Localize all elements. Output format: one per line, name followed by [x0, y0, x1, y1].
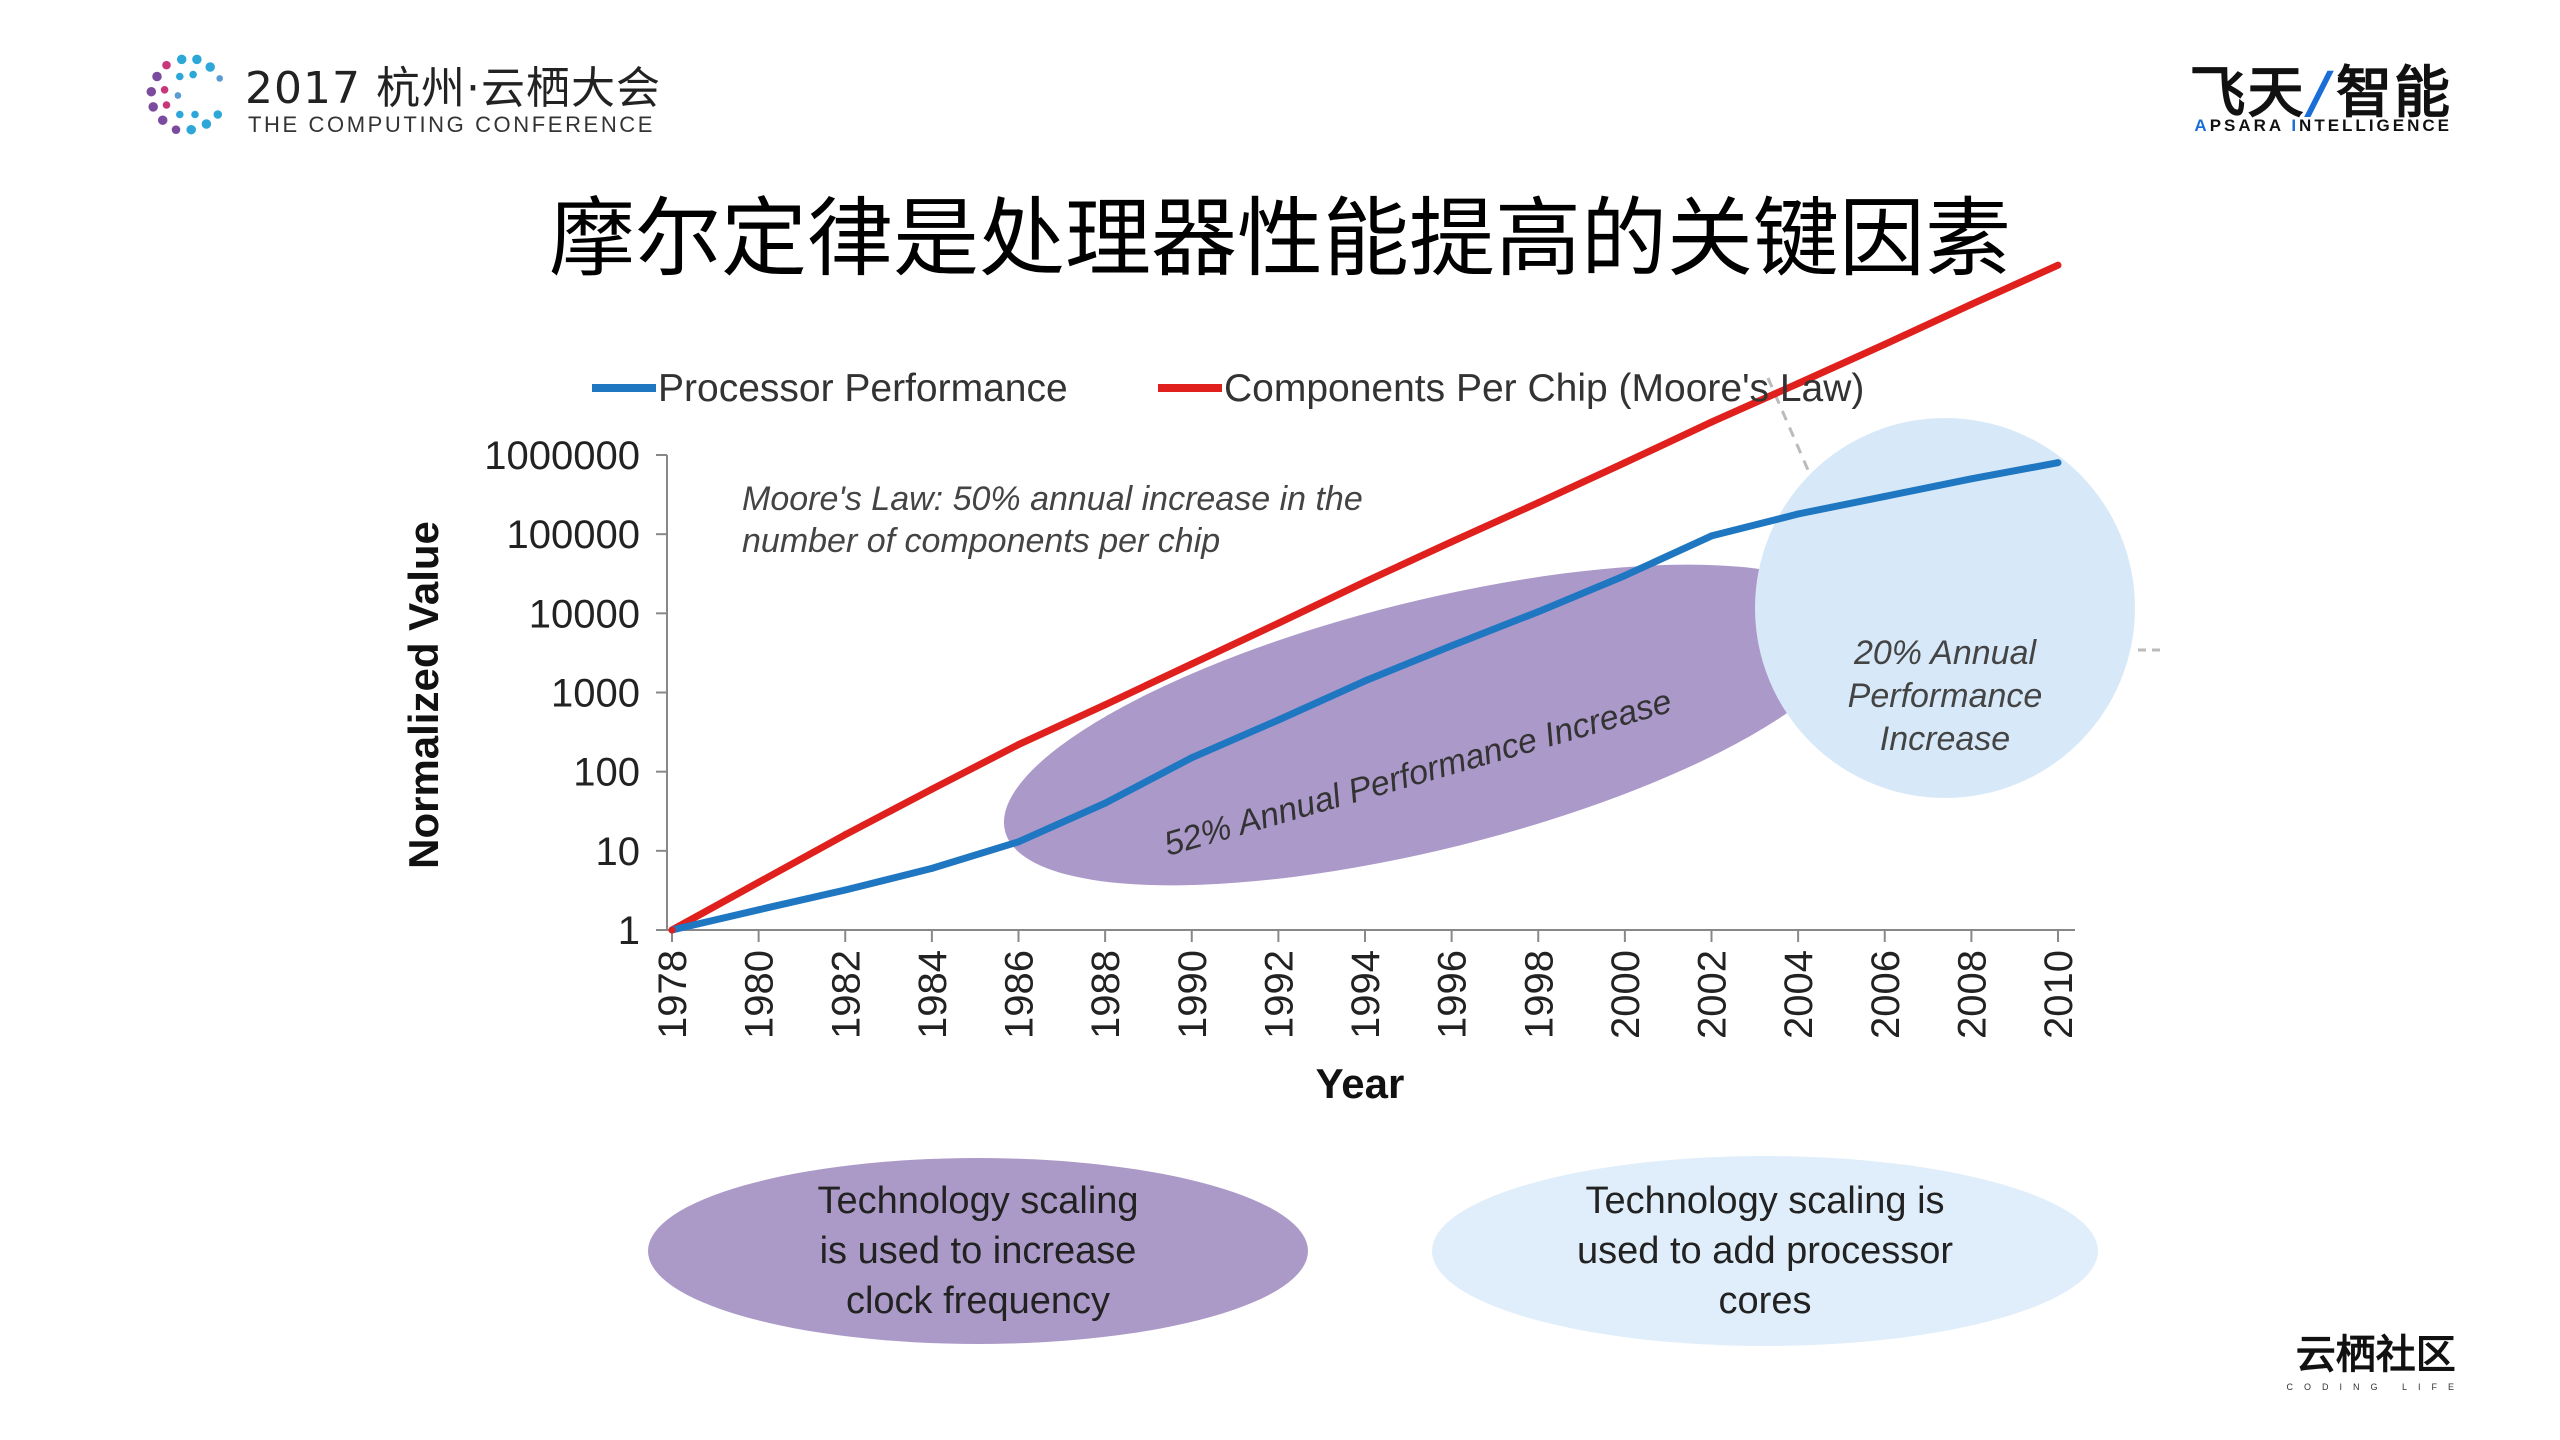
legend-processor-label: Processor Performance	[658, 367, 1068, 410]
moore-data-point	[1274, 619, 1282, 627]
footer-right-line3: cores	[1718, 1280, 1812, 1322]
brand-sub-i-initial: I	[2291, 116, 2300, 135]
brand-title-left: 飞天	[2189, 61, 2306, 126]
bottom-logo-title: 云栖社区	[2295, 1332, 2456, 1378]
y-tick-label: 100	[573, 751, 640, 795]
moore-data-point	[1448, 538, 1456, 546]
conference-subtitle: THE COMPUTING CONFERENCE	[248, 112, 656, 137]
y-tick-label: 10000	[529, 592, 640, 636]
processor-data-point	[1361, 677, 1369, 685]
x-tick-label: 1986	[998, 950, 1042, 1039]
processor-data-point	[928, 864, 936, 872]
y-tick-label: 1000	[551, 672, 640, 716]
moore-data-point	[1621, 459, 1629, 467]
processor-data-point	[755, 906, 763, 914]
x-tick-label: 1994	[1344, 950, 1388, 1039]
moore-data-point	[668, 926, 676, 934]
processor-data-point	[1274, 716, 1282, 724]
brand-subtitle: APSARA INTELLIGENCE	[2194, 116, 2452, 136]
y-tick-label: 1	[618, 909, 640, 953]
x-tick-label: 1992	[1257, 950, 1301, 1039]
blue-label-line1: 20% Annual	[1853, 634, 2038, 672]
x-tick-label: 2000	[1604, 950, 1648, 1039]
moore-data-point	[1967, 300, 1975, 308]
y-tick-label: 100000	[507, 513, 640, 557]
footer-ellipse-left: Technology scaling is used to increase c…	[648, 1158, 1308, 1344]
x-tick-label: 1988	[1084, 950, 1128, 1039]
legend-moore-label: Components Per Chip (Moore's Law)	[1224, 367, 1864, 410]
y-axis-title: Normalized Value	[400, 521, 447, 869]
x-tick-label: 2008	[1950, 950, 1994, 1039]
x-tick-label: 2004	[1777, 950, 1821, 1039]
processor-data-point	[1967, 475, 1975, 483]
processor-data-point	[1708, 532, 1715, 540]
yunqi-community-logo: 云栖社区 CODING LIFE	[2286, 1322, 2465, 1392]
processor-data-point	[2054, 459, 2062, 467]
moore-data-point	[1534, 499, 1542, 507]
footer-left-line2: is used to increase	[819, 1230, 1137, 1272]
footer-ellipse-right: Technology scaling is used to add proces…	[1432, 1156, 2098, 1346]
blue-circle-highlight	[1755, 418, 2135, 798]
moore-data-point	[1101, 701, 1109, 709]
moore-data-point	[928, 785, 936, 793]
footer-right-line1: Technology scaling is	[1585, 1180, 1945, 1222]
processor-data-point	[841, 886, 849, 894]
x-tick-label: 1980	[738, 950, 782, 1039]
conference-logo-icon	[146, 54, 224, 135]
moore-data-point	[1361, 578, 1369, 586]
x-tick-label: 1978	[651, 950, 695, 1039]
moore-data-point	[1881, 340, 1889, 348]
moore-data-point	[1188, 660, 1196, 668]
brand-slash-icon: /	[2309, 61, 2332, 126]
purple-ellipse-highlight	[1003, 564, 1857, 886]
x-axis-title: Year	[1316, 1060, 1405, 1107]
processor-data-point	[1101, 799, 1109, 807]
moore-data-point	[1708, 418, 1715, 426]
moore-data-point	[1015, 741, 1022, 749]
y-tick-label: 1000000	[484, 434, 640, 478]
bottom-logo-subtitle: CODING LIFE	[2286, 1382, 2465, 1392]
processor-data-point	[1794, 510, 1802, 518]
brand-title: 飞天/智能	[2190, 48, 2452, 129]
x-tick-label: 1982	[824, 950, 868, 1039]
brand-sub-a-initial: A	[2194, 116, 2210, 135]
moore-data-point	[2054, 261, 2062, 269]
x-tick-label: 2006	[1864, 950, 1908, 1039]
moore-data-point	[841, 831, 849, 839]
x-tick-label: 1990	[1171, 950, 1215, 1039]
x-tick-label: 1984	[911, 950, 955, 1039]
x-tick-label: 2002	[1691, 950, 1735, 1039]
processor-data-point	[1881, 492, 1889, 500]
processor-data-point	[1448, 642, 1456, 650]
moore-data-point	[755, 878, 763, 886]
footer-left-line3: clock frequency	[845, 1280, 1110, 1322]
brand-sub-a-rest: PSARA	[2209, 116, 2284, 135]
brand-sub-i-rest: NTELLIGENCE	[2299, 116, 2452, 135]
footer-left-line1: Technology scaling	[817, 1180, 1139, 1222]
x-tick-label: 1998	[1517, 950, 1561, 1039]
processor-data-point	[1534, 608, 1542, 616]
conference-title: 2017 杭州·云栖大会	[245, 63, 661, 114]
x-tick-label: 1996	[1431, 950, 1475, 1039]
x-tick-label: 2010	[2037, 950, 2081, 1039]
blue-label-line3: Increase	[1880, 720, 2010, 758]
processor-data-point	[1015, 838, 1022, 846]
blue-label-line2: Performance	[1848, 677, 2043, 715]
moore-data-point	[1794, 380, 1802, 388]
processor-data-point	[1621, 572, 1629, 580]
moore-note-line2: number of components per chip	[742, 522, 1220, 560]
processor-data-point	[1188, 754, 1196, 762]
moore-note-line1: Moore's Law: 50% annual increase in the	[742, 480, 1363, 518]
slide-title: 摩尔定律是处理器性能提高的关键因素	[549, 189, 2011, 289]
brand-title-right: 智能	[2336, 61, 2452, 126]
footer-right-line2: used to add processor	[1576, 1230, 1953, 1272]
y-tick-label: 10	[596, 830, 641, 874]
